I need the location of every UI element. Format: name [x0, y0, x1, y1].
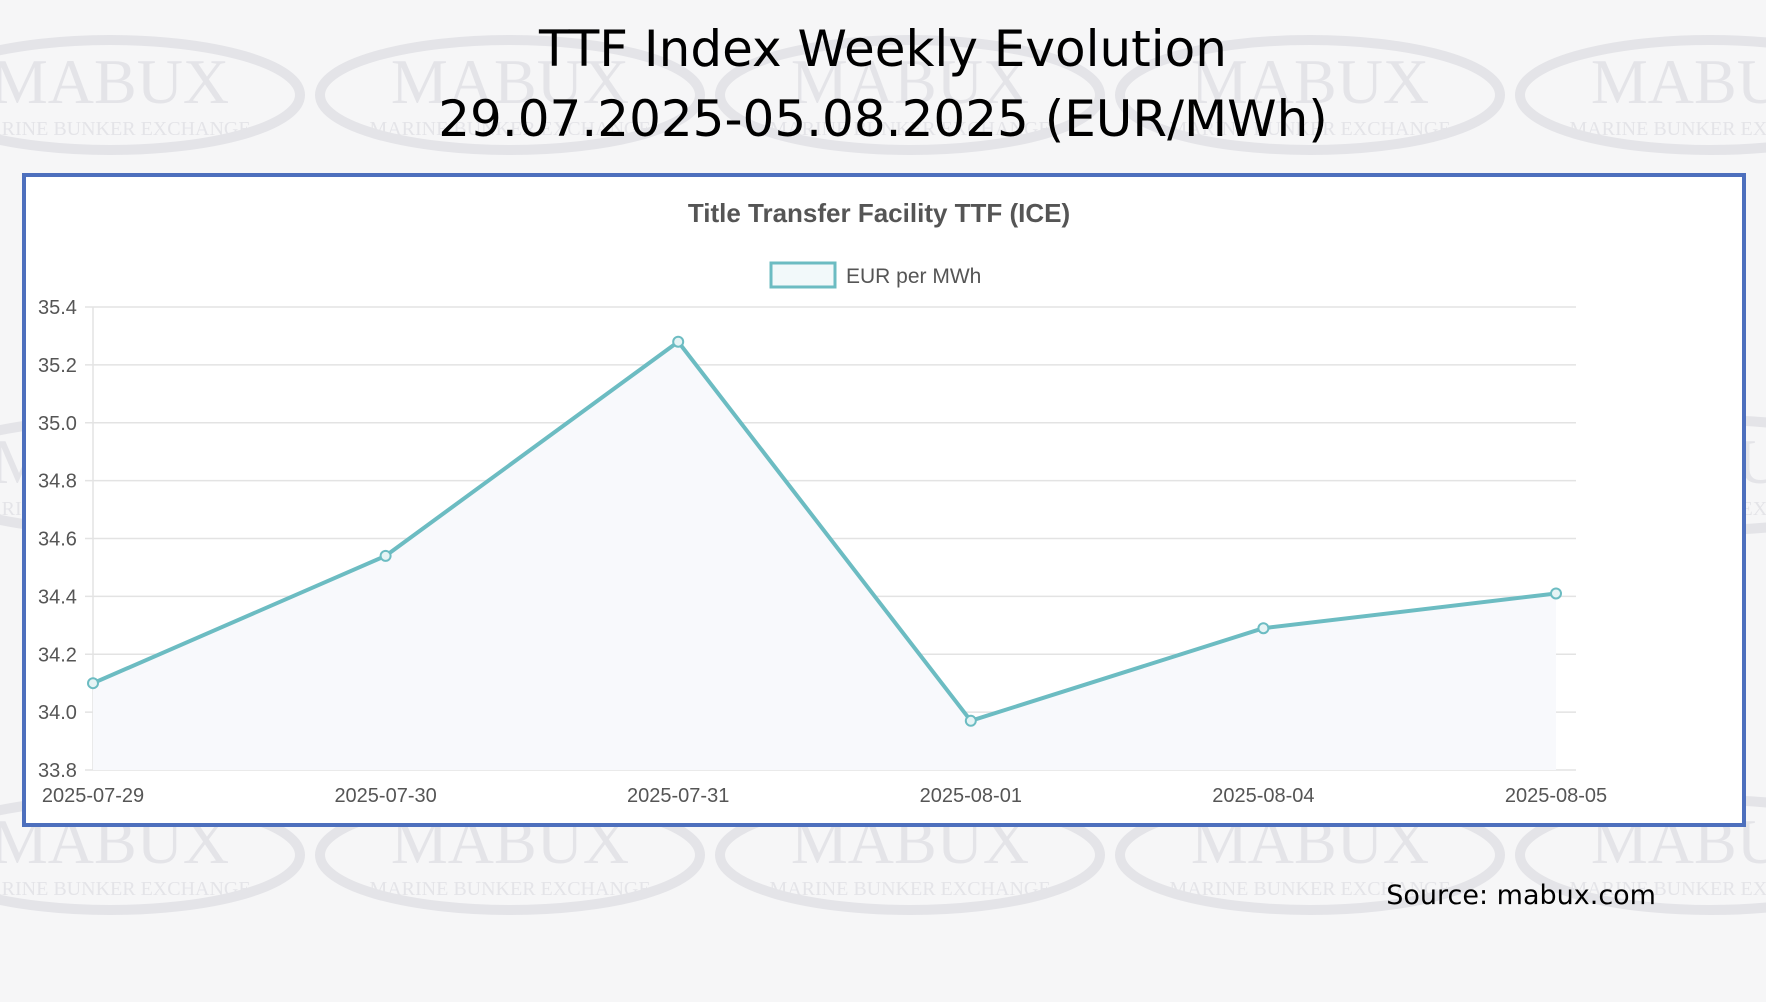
y-tick-label: 35.0 — [38, 413, 77, 435]
watermark-subtext: MARINE BUNKER EXCHANGE — [0, 878, 251, 900]
y-tick-label: 34.6 — [38, 529, 77, 551]
watermark-subtext: MARINE BUNKER EXCHANGE — [769, 878, 1050, 900]
slide-title-line-1: TTF Index Weekly Evolution — [539, 20, 1227, 78]
slide-title-line-2: 29.07.2025-05.08.2025 (EUR/MWh) — [438, 90, 1328, 148]
y-axis-ticks: 35.4 35.2 35.0 34.8 34.6 34.4 34.2 34.0 33.8 — [38, 297, 77, 782]
legend-label[interactable]: EUR per MWh — [846, 265, 981, 288]
watermark-text: MABUX — [0, 46, 229, 117]
series-layer — [87, 335, 1562, 770]
watermark-subtext: MARINE BUNKER EXCHANGE — [369, 118, 650, 140]
data-point[interactable] — [964, 714, 977, 727]
watermark-subtext: MARINE BUNKER EXCHANGE — [0, 118, 251, 140]
x-axis-ticks: 2025-07-29 2025-07-30 2025-07-31 2025-08-01… — [42, 785, 1607, 807]
watermark-text: MABUX — [791, 46, 1029, 117]
watermark-subtext: MARINE BUNKER EXCHANGE — [1569, 118, 1766, 140]
x-tick-label: 2025-07-31 — [627, 785, 729, 807]
series-area — [93, 341, 1556, 770]
watermark-subtext: MARINE BUNKER EXCHANGE — [369, 878, 650, 900]
y-tick-label: 34.0 — [38, 702, 77, 724]
y-tick-label: 35.2 — [38, 355, 77, 377]
data-point[interactable] — [379, 549, 392, 562]
y-tick-label: 34.4 — [38, 586, 77, 608]
x-tick-label: 2025-08-01 — [920, 785, 1022, 807]
y-tick-label: 34.2 — [38, 644, 77, 666]
data-point[interactable] — [672, 335, 685, 348]
data-point[interactable] — [1257, 622, 1270, 635]
x-tick-label: 2025-07-30 — [334, 785, 436, 807]
watermark-text: MABUX — [391, 46, 629, 117]
slide-title: TTF Index Weekly Evolution 29.07.2025-05… — [0, 14, 1766, 154]
y-tick-label: 34.8 — [38, 471, 77, 493]
watermark-subtext: MARINE BUNKER EXCHANGE — [769, 118, 1050, 140]
series-line — [92, 339, 1557, 723]
chart-frame: Title Transfer Facility TTF (ICE) EUR pe… — [22, 173, 1746, 827]
watermark-subtext: MARINE BUNKER EXCHANGE — [1569, 878, 1766, 900]
x-tick-label: 2025-08-05 — [1505, 785, 1607, 807]
y-tick-label: 33.8 — [38, 760, 77, 782]
watermark-text: MABUX — [1591, 46, 1766, 117]
watermark-text: MABUX — [1191, 46, 1429, 117]
data-point[interactable] — [1550, 587, 1562, 600]
chart-title: Title Transfer Facility TTF (ICE) — [688, 198, 1070, 228]
data-point[interactable] — [87, 677, 99, 690]
watermark-subtext: MARINE BUNKER EXCHANGE — [1169, 878, 1450, 900]
x-tick-label: 2025-07-29 — [42, 785, 144, 807]
source-credit: Source: mabux.com — [1386, 880, 1656, 911]
x-tick-label: 2025-08-04 — [1212, 785, 1314, 807]
ttf-line-chart: Title Transfer Facility TTF (ICE) EUR pe… — [38, 198, 1607, 807]
legend-swatch[interactable] — [769, 261, 837, 289]
y-tick-label: 35.4 — [38, 297, 77, 319]
watermark-subtext: MARINE BUNKER EXCHANGE — [1169, 118, 1450, 140]
